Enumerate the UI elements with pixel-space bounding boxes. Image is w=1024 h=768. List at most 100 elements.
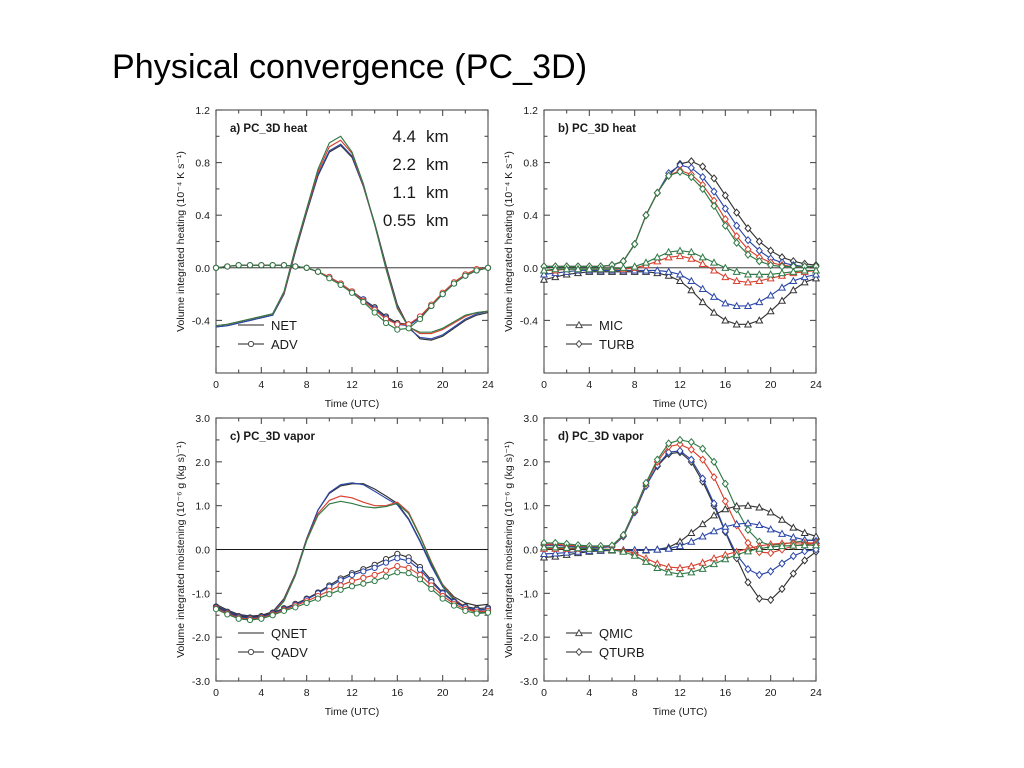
- marker-triangle: [766, 525, 775, 533]
- marker-triangle: [585, 264, 594, 273]
- x-tick-label: 0: [541, 379, 547, 391]
- x-tick-label: 24: [810, 379, 822, 391]
- marker-circle: [371, 577, 378, 585]
- x-tick-label: 16: [719, 687, 731, 699]
- marker-triangle: [766, 306, 775, 315]
- y-tick-label: 0.8: [523, 158, 538, 170]
- marker-triangle: [800, 528, 809, 536]
- marker-triangle: [539, 270, 549, 278]
- marker-triangle: [800, 272, 809, 281]
- marker-triangle: [698, 532, 707, 540]
- marker-triangle: [539, 266, 549, 274]
- marker-circle: [416, 576, 424, 583]
- marker-triangle: [789, 541, 798, 549]
- series-line: [215, 143, 489, 340]
- series-line: [544, 451, 817, 601]
- marker-diamond: [767, 246, 775, 255]
- marker-circle: [269, 262, 276, 269]
- marker-triangle: [619, 547, 628, 555]
- x-tick-label: 12: [346, 687, 358, 699]
- marker-diamond: [744, 565, 752, 574]
- y-tick-label: -2.0: [192, 632, 210, 644]
- marker-diamond: [778, 559, 786, 568]
- marker-diamond: [733, 221, 741, 230]
- marker-triangle: [607, 264, 617, 273]
- marker-circle: [258, 262, 265, 269]
- marker-triangle: [698, 259, 707, 267]
- x-axis-title: Time (UTC): [325, 398, 379, 410]
- series-line: [215, 144, 489, 341]
- marker-circle: [371, 564, 378, 572]
- x-axis-title: Time (UTC): [653, 706, 707, 718]
- marker-triangle: [732, 320, 741, 328]
- y-tick-label: 0.8: [195, 158, 210, 170]
- marker-circle: [439, 291, 446, 298]
- resolution-value: 1.1: [392, 183, 416, 202]
- legend-label: QNET: [271, 626, 307, 641]
- marker-diamond: [744, 250, 752, 259]
- marker-circle: [484, 609, 492, 616]
- marker-circle: [360, 568, 367, 575]
- marker-triangle: [664, 253, 673, 261]
- marker-triangle: [743, 501, 753, 509]
- x-tick-label: 20: [437, 687, 449, 699]
- marker-circle: [450, 280, 458, 287]
- marker-triangle: [800, 266, 809, 274]
- series-line: [544, 450, 817, 576]
- marker-diamond: [619, 530, 627, 540]
- marker-circle: [326, 275, 333, 282]
- marker-circle: [394, 569, 401, 576]
- panel-title: a) PC_3D heat: [230, 123, 308, 135]
- marker-diamond: [676, 440, 684, 449]
- marker-diamond: [653, 455, 661, 464]
- marker-triangle: [709, 526, 719, 535]
- y-tick-label: -3.0: [520, 676, 538, 688]
- marker-circle: [303, 264, 310, 271]
- marker-triangle: [653, 253, 662, 261]
- marker-diamond: [721, 204, 729, 213]
- x-tick-label: 16: [391, 379, 403, 391]
- marker-diamond: [744, 236, 752, 245]
- y-tick-label: 0.0: [195, 263, 210, 275]
- x-tick-label: 24: [482, 379, 494, 391]
- y-tick-label: -0.4: [520, 315, 538, 327]
- marker-circle: [247, 648, 255, 656]
- marker-triangle: [573, 543, 583, 552]
- marker-triangle: [551, 549, 560, 557]
- chart-panel_a: 0 4 8 12 16 20 24 -0.4 0.0 0.4 0.8 1.2 a) PC_3D heat…: [175, 105, 494, 410]
- marker-diamond: [687, 157, 695, 166]
- marker-diamond: [676, 446, 684, 456]
- marker-triangle: [732, 501, 741, 510]
- marker-diamond: [575, 339, 583, 349]
- marker-triangle: [664, 267, 673, 275]
- y-tick-label: 0.0: [523, 263, 538, 275]
- figure-container: 0 4 8 12 16 20 24 -0.4 0.0 0.4 0.8 1.2 a) PC_3D heat…: [160, 100, 840, 725]
- marker-triangle: [687, 285, 696, 294]
- marker-triangle: [732, 550, 741, 558]
- marker-triangle: [687, 254, 696, 262]
- marker-circle: [394, 563, 401, 570]
- marker-triangle: [755, 297, 764, 306]
- marker-circle: [382, 573, 390, 580]
- marker-triangle: [539, 543, 549, 551]
- marker-diamond: [710, 201, 718, 211]
- marker-triangle: [732, 519, 741, 528]
- marker-triangle: [732, 267, 741, 275]
- marker-circle: [405, 570, 412, 577]
- marker-circle: [439, 595, 446, 602]
- marker-triangle: [664, 568, 673, 576]
- marker-diamond: [767, 567, 775, 576]
- x-tick-label: 16: [391, 687, 403, 699]
- legend-label: MIC: [599, 318, 623, 333]
- y-axis-title: Volume integrated moistening (10⁻⁶ g (kg…: [503, 441, 515, 658]
- y-tick-label: 2.0: [523, 457, 538, 469]
- marker-triangle: [743, 320, 753, 328]
- y-axis-title: Volume integrated heating (10⁻⁴ K s⁻¹): [175, 151, 187, 332]
- x-tick-label: 8: [304, 687, 310, 699]
- x-tick-label: 4: [258, 379, 264, 391]
- y-tick-label: 2.0: [195, 457, 210, 469]
- y-axis-title: Volume integrated heating (10⁻⁴ K s⁻¹): [503, 151, 515, 332]
- series-line: [544, 443, 817, 554]
- marker-triangle: [777, 283, 787, 291]
- marker-triangle: [721, 263, 730, 271]
